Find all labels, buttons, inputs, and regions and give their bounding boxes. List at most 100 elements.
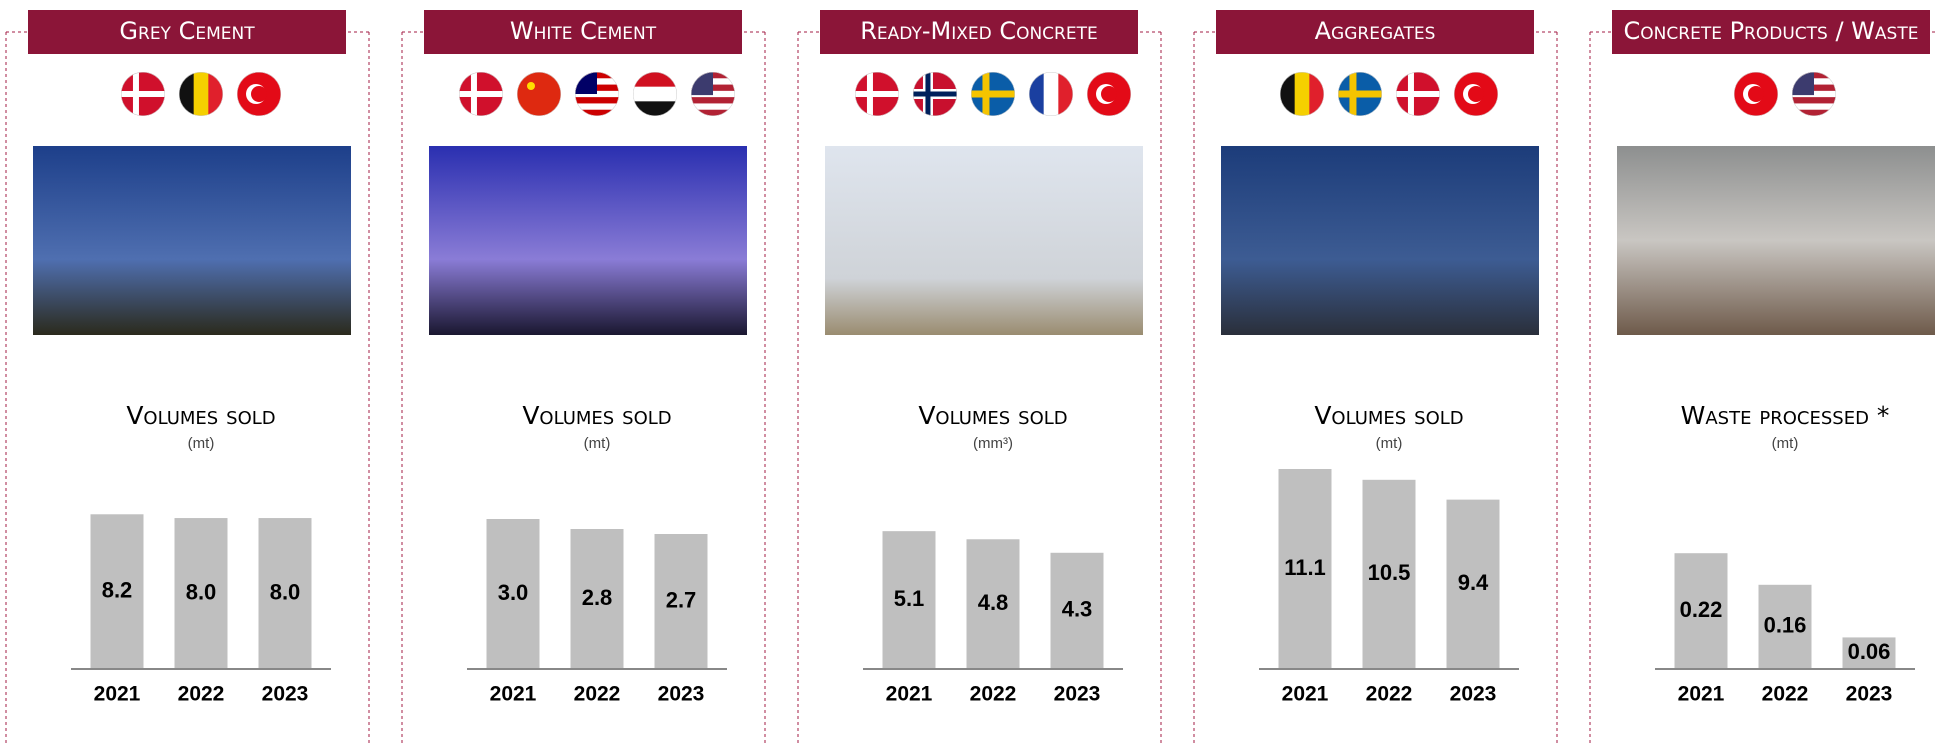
value-label: 0.06 [1848, 639, 1891, 664]
x-tick-label: 2023 [1054, 683, 1101, 706]
x-tick-label: 2023 [1450, 683, 1497, 706]
photo [1617, 146, 1935, 335]
flag-part [1792, 110, 1836, 117]
flag-part [1309, 72, 1324, 116]
flag-part [1044, 72, 1059, 116]
chart-subtitle: Volumes sold [918, 401, 1067, 430]
x-tick-label: 2022 [1366, 683, 1413, 706]
flag-part [179, 72, 194, 116]
flag-part [575, 110, 619, 117]
x-tick-label: 2023 [1846, 683, 1893, 706]
x-tick-label: 2021 [94, 683, 141, 706]
page: Grey Cement Volumes sold (mt) 8.2 2021 8.0 202… [0, 0, 1935, 744]
x-tick-label: 2023 [658, 683, 705, 706]
chart-subtitle: Volumes sold [522, 401, 671, 430]
flag-part [208, 72, 223, 116]
value-label: 3.0 [498, 580, 529, 605]
flag-part [691, 110, 735, 117]
flag [1454, 72, 1498, 116]
value-label: 8.0 [186, 579, 217, 604]
flag [1029, 72, 1074, 116]
flag [971, 72, 1015, 116]
x-tick-label: 2021 [886, 683, 933, 706]
value-label: 9.4 [1458, 570, 1489, 595]
flag-part [1748, 86, 1764, 102]
x-tick-label: 2022 [970, 683, 1017, 706]
photo [33, 146, 351, 335]
value-label: 0.22 [1680, 597, 1723, 622]
flag-part [1468, 86, 1484, 102]
flag [517, 72, 561, 116]
value-label: 5.1 [894, 586, 925, 611]
flag-part [194, 72, 209, 116]
panel-title: Grey Cement [119, 17, 255, 45]
panel-title: Concrete Products / Waste [1624, 17, 1919, 45]
x-tick-label: 2021 [490, 683, 537, 706]
x-tick-label: 2022 [178, 683, 225, 706]
flag-part [633, 87, 677, 102]
flag-part [1792, 97, 1836, 104]
flag [1338, 72, 1382, 116]
flag-part [971, 91, 1015, 98]
flag [855, 72, 899, 116]
flag [691, 72, 735, 117]
x-tick-label: 2021 [1678, 683, 1725, 706]
panel-title: White Cement [510, 17, 657, 45]
flag [121, 72, 165, 116]
flag [459, 72, 503, 116]
value-label: 0.16 [1764, 613, 1807, 638]
panel-title: Ready-Mixed Concrete [860, 17, 1097, 45]
flag [1792, 72, 1836, 117]
value-label: 4.8 [978, 590, 1009, 615]
flag-part [527, 82, 535, 90]
chart-unit: (mt) [1376, 435, 1403, 452]
flag-part [459, 91, 503, 97]
flag-part [1338, 91, 1382, 98]
value-label: 11.1 [1284, 555, 1326, 580]
x-tick-label: 2022 [574, 683, 621, 706]
photo [825, 146, 1143, 335]
flag [1280, 72, 1325, 116]
value-label: 2.7 [666, 587, 697, 612]
flag [633, 72, 677, 117]
flag [1396, 72, 1440, 116]
chart-subtitle: Waste processed * [1681, 401, 1890, 430]
flag-part [1058, 72, 1073, 116]
panel-title: Aggregates [1315, 17, 1436, 45]
flag-part [251, 86, 267, 102]
flag [237, 72, 281, 116]
chart-unit: (mt) [584, 435, 611, 452]
chart-unit: (mt) [188, 435, 215, 452]
value-label: 8.0 [270, 579, 301, 604]
x-tick-label: 2021 [1282, 683, 1329, 706]
value-label: 10.5 [1368, 560, 1411, 585]
flag [1087, 72, 1131, 116]
flag-part [913, 92, 957, 97]
flag-part [1101, 86, 1117, 102]
flag-part [691, 97, 735, 104]
photo [429, 146, 747, 335]
chart-unit: (mm³) [973, 435, 1013, 452]
flag [179, 72, 224, 116]
flag [575, 72, 619, 117]
value-label: 2.8 [582, 585, 613, 610]
flag-part [121, 91, 165, 97]
flag-part [575, 97, 619, 104]
chart-unit: (mt) [1772, 435, 1799, 452]
chart-subtitle: Volumes sold [126, 401, 275, 430]
flag-part [1280, 72, 1295, 116]
value-label: 4.3 [1062, 597, 1093, 622]
flag [1734, 72, 1778, 116]
x-tick-label: 2023 [262, 683, 309, 706]
flag-part [1396, 91, 1440, 97]
chart-subtitle: Volumes sold [1314, 401, 1463, 430]
flag [913, 72, 957, 116]
flag-part [1029, 72, 1044, 116]
photo [1221, 146, 1539, 335]
flag-part [633, 101, 677, 116]
flag-part [1295, 72, 1310, 116]
flag-part [855, 91, 899, 97]
value-label: 8.2 [102, 577, 133, 602]
x-tick-label: 2022 [1762, 683, 1809, 706]
flag-part [633, 72, 677, 87]
